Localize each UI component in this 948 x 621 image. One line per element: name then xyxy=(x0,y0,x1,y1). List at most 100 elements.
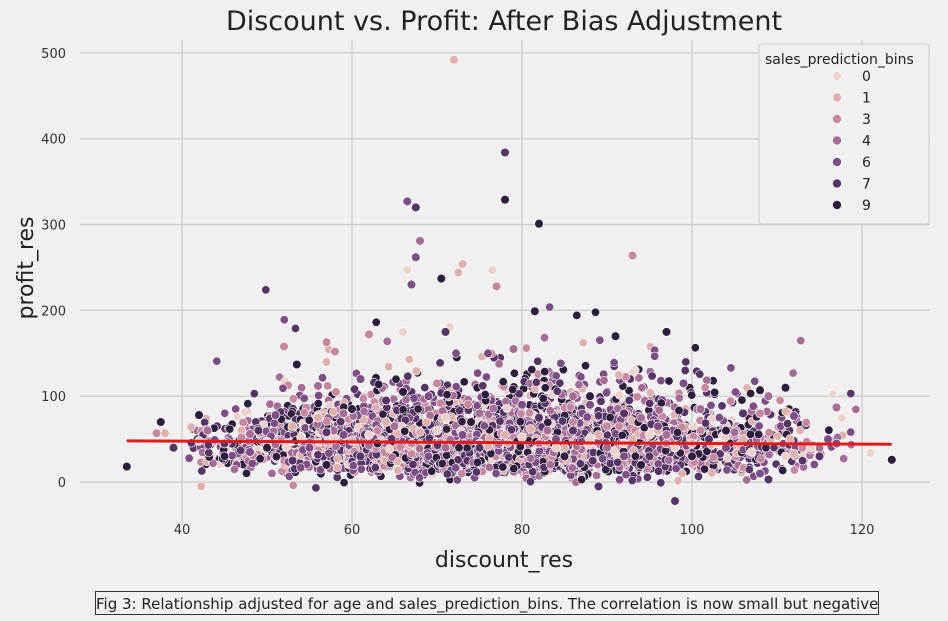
scatter-point xyxy=(402,196,413,207)
scatter-point xyxy=(304,442,315,453)
scatter-point-bg xyxy=(296,463,306,473)
scatter-point-bg xyxy=(632,392,642,402)
scatter-point-bg xyxy=(533,356,543,366)
scatter-point-bg xyxy=(525,477,535,487)
scatter-point xyxy=(517,432,527,443)
scatter-point-bg xyxy=(782,419,792,429)
scatter-point xyxy=(402,265,413,275)
scatter-point-bg xyxy=(279,315,289,325)
scatter-point xyxy=(406,279,417,290)
scatter-point-bg xyxy=(332,462,342,472)
scatter-point-bg xyxy=(242,468,252,478)
y-tick-label: 400 xyxy=(41,133,66,148)
scatter-point xyxy=(411,202,421,213)
scatter-point-bg xyxy=(243,399,253,409)
scatter-point xyxy=(789,411,799,421)
scatter-point xyxy=(151,428,162,438)
scatter-point xyxy=(500,430,510,440)
scatter-point xyxy=(321,427,332,438)
scatter-point-bg xyxy=(653,466,663,476)
scatter-point xyxy=(568,417,578,427)
scatter-point-bg xyxy=(839,454,849,464)
scatter-point-bg xyxy=(672,427,682,437)
scatter-point xyxy=(279,341,289,352)
scatter-point-bg xyxy=(299,408,309,418)
scatter-point-bg xyxy=(538,394,548,404)
scatter-point-bg xyxy=(599,375,609,385)
scatter-point-bg xyxy=(515,417,525,427)
scatter-point-bg xyxy=(693,471,703,481)
scatter-point-bg xyxy=(540,383,550,393)
scatter-point xyxy=(168,442,179,453)
scatter-point-bg xyxy=(602,388,612,398)
scatter-point-bg xyxy=(828,389,838,399)
scatter-point-bg xyxy=(748,401,758,411)
scatter-point-bg xyxy=(317,373,327,383)
scatter-point-bg xyxy=(409,393,419,403)
scatter-point-bg xyxy=(702,375,712,385)
scatter-point-bg xyxy=(567,463,577,473)
scatter-point-bg xyxy=(299,393,309,403)
scatter-point-bg xyxy=(451,463,461,473)
scatter-point-bg xyxy=(288,480,298,490)
scatter-point-bg xyxy=(288,394,298,404)
x-tick-label: 80 xyxy=(514,523,531,538)
scatter-point-bg xyxy=(442,469,452,479)
scatter-point-bg xyxy=(795,425,805,435)
scatter-point-bg xyxy=(645,398,655,408)
scatter-point xyxy=(245,429,255,439)
scatter-point-bg xyxy=(473,368,483,378)
scatter-point-bg xyxy=(427,466,437,476)
scatter-point-bg xyxy=(481,372,491,382)
scatter-point-bg xyxy=(824,425,834,435)
scatter-point-bg xyxy=(773,431,783,441)
scatter-point xyxy=(636,412,646,423)
scatter-point-bg xyxy=(527,365,537,375)
scatter-point-bg xyxy=(440,412,450,422)
scatter-point-bg xyxy=(197,466,207,476)
scatter-point-bg xyxy=(393,465,403,475)
scatter-point-bg xyxy=(371,317,381,327)
scatter-point xyxy=(423,391,434,401)
scatter-point xyxy=(313,381,323,391)
scatter-point-bg xyxy=(545,302,555,312)
scatter-point-bg xyxy=(333,454,343,464)
scatter-point-bg xyxy=(313,398,323,408)
scatter-point-bg xyxy=(508,384,518,394)
scatter-point-bg xyxy=(278,383,288,393)
scatter-point-bg xyxy=(572,310,582,320)
scatter-point-bg xyxy=(614,421,624,431)
scatter-point-bg xyxy=(746,388,756,398)
scatter-point-bg xyxy=(785,434,795,444)
scatter-point-bg xyxy=(311,483,321,493)
scatter-point-bg xyxy=(552,386,562,396)
y-tick-label: 100 xyxy=(41,390,66,405)
scatter-point-bg xyxy=(846,427,856,437)
scatter-point-bg xyxy=(324,448,334,458)
scatter-point-bg xyxy=(656,376,666,386)
scatter-point-bg xyxy=(796,336,806,346)
scatter-point xyxy=(415,427,425,438)
scatter-point xyxy=(653,421,663,432)
scatter-point-bg xyxy=(509,464,519,474)
scatter-point xyxy=(661,430,672,440)
scatter-point-bg xyxy=(509,368,519,378)
scatter-point-bg xyxy=(726,396,736,406)
scatter-point xyxy=(831,402,842,413)
scatter-point-bg xyxy=(846,389,856,399)
scatter-point xyxy=(491,281,502,292)
scatter-point xyxy=(338,430,349,440)
scatter-point-bg xyxy=(240,407,250,417)
scatter-point xyxy=(602,442,612,453)
scatter-point-bg xyxy=(435,398,445,408)
scatter-point-bg xyxy=(435,358,445,368)
chart-title: Discount vs. Profit: After Bias Adjustme… xyxy=(226,6,782,37)
scatter-point-bg xyxy=(267,468,277,478)
scatter-point-bg xyxy=(204,448,214,458)
scatter-point-bg xyxy=(756,454,766,464)
scatter-point xyxy=(372,425,383,436)
scatter-point xyxy=(338,408,349,419)
scatter-point-bg xyxy=(687,390,697,400)
scatter-point xyxy=(729,427,740,438)
scatter-point xyxy=(602,421,612,432)
